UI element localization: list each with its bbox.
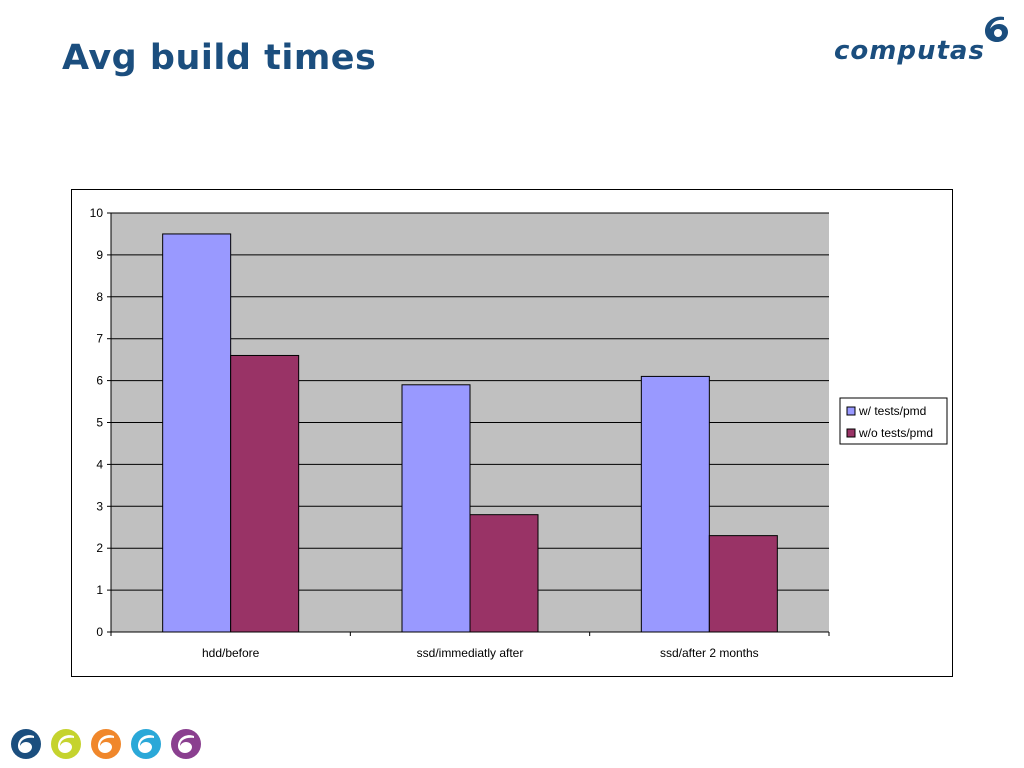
chart-frame: 0 1 2 3 4 5 6 7 8 9 10 hdd/before ssd/immediatly aft… [71,189,953,677]
y-tick-label: 0 [96,625,103,639]
bar [469,514,539,633]
slide-title: Avg build times [62,38,377,78]
bar-chart: 0 1 2 3 4 5 6 7 8 9 10 hdd/before ssd/immediatly aft… [90,206,948,660]
bar [640,375,710,633]
bar [162,233,232,633]
swirl-icon-cyan [131,729,161,759]
y-tick-label: 2 [96,541,103,555]
y-tick-label: 10 [90,206,104,220]
y-tick-label: 6 [96,374,103,388]
bar [708,535,778,633]
y-tick-label: 1 [96,583,103,597]
swirl-icon-navy [11,729,41,759]
y-tick-label: 5 [96,416,103,430]
footer-icons [10,728,202,762]
swirl-icon-orange [91,729,121,759]
swirl-icon-lime [51,729,81,759]
swirl-icon-purple [171,729,201,759]
y-tick-label: 3 [96,499,103,513]
bar [230,354,300,633]
x-category-label: ssd/after 2 months [660,646,759,660]
legend [839,397,948,445]
logo-text: computas [834,36,985,66]
x-category-label: ssd/immediatly after [417,646,524,660]
computas-logo: computas [830,14,1015,74]
legend-label: w/ tests/pmd [858,404,926,418]
legend-swatch [846,428,856,438]
y-tick-label: 8 [96,290,103,304]
computas-swirl-icon [985,16,1008,42]
bar [401,384,471,633]
legend-swatch [846,406,856,416]
x-category-label: hdd/before [202,646,260,660]
y-tick-label: 4 [96,457,103,471]
y-tick-label: 7 [96,332,103,346]
legend-label: w/o tests/pmd [858,426,933,440]
y-tick-label: 9 [96,248,103,262]
